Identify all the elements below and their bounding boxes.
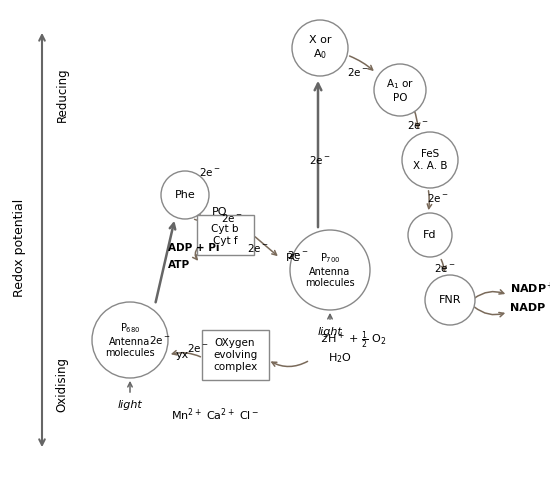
Text: light: light [318, 327, 342, 337]
Text: Phe: Phe [175, 190, 195, 200]
Text: 2e$^-$: 2e$^-$ [149, 334, 171, 346]
Circle shape [92, 302, 168, 378]
Circle shape [408, 213, 452, 257]
Text: Cyt b
Cyt f: Cyt b Cyt f [211, 224, 239, 246]
Text: yx: yx [175, 350, 189, 360]
Circle shape [402, 132, 458, 188]
Text: 2e$^-$: 2e$^-$ [347, 66, 369, 78]
Text: Reducing: Reducing [56, 67, 69, 123]
Text: Mn$^{2+}$ Ca$^{2+}$ Cl$^-$: Mn$^{2+}$ Ca$^{2+}$ Cl$^-$ [171, 407, 259, 423]
Text: ADP + Pi: ADP + Pi [168, 243, 219, 253]
Text: FeS
X. A. B: FeS X. A. B [412, 149, 447, 171]
Text: PQ: PQ [212, 207, 228, 217]
FancyBboxPatch shape [196, 215, 254, 255]
Text: 2e$^-$: 2e$^-$ [309, 154, 331, 166]
Text: 2H$^+$ + $\frac{1}{2}$ O$_2$: 2H$^+$ + $\frac{1}{2}$ O$_2$ [320, 329, 387, 351]
Text: 2e$^-$: 2e$^-$ [434, 262, 456, 274]
Text: 2e$^-$: 2e$^-$ [187, 342, 209, 354]
Text: A$_1$ or
PO: A$_1$ or PO [386, 77, 414, 103]
Text: OXygen
evolving
complex: OXygen evolving complex [213, 338, 257, 372]
Text: 2e$^-$: 2e$^-$ [221, 212, 243, 224]
FancyBboxPatch shape [201, 330, 268, 380]
Text: ATP: ATP [168, 260, 190, 270]
Text: H$_2$O: H$_2$O [328, 351, 352, 365]
Text: FNR: FNR [439, 295, 461, 305]
Text: NADP: NADP [510, 303, 545, 313]
Text: X or
A$_0$: X or A$_0$ [309, 35, 331, 61]
Circle shape [290, 230, 370, 310]
Text: P$_{680}$
Antenna
molecules: P$_{680}$ Antenna molecules [105, 321, 155, 359]
Text: 2e$^-$: 2e$^-$ [427, 192, 449, 204]
Text: Redox potential: Redox potential [14, 199, 26, 297]
Text: 2e$^-$: 2e$^-$ [199, 166, 221, 178]
Circle shape [292, 20, 348, 76]
Text: Oxidising: Oxidising [56, 358, 69, 413]
Circle shape [374, 64, 426, 116]
Text: Fd: Fd [424, 230, 437, 240]
Text: PC: PC [286, 253, 300, 263]
Text: NADP$^+$ + H$^+$: NADP$^+$ + H$^+$ [510, 280, 550, 296]
Text: 2e$^-$: 2e$^-$ [287, 249, 309, 261]
Text: P$_{700}$
Antenna
molecules: P$_{700}$ Antenna molecules [305, 251, 355, 289]
Text: 2e$^-$: 2e$^-$ [247, 242, 269, 254]
Text: 2e$^-$: 2e$^-$ [407, 119, 429, 131]
Circle shape [161, 171, 209, 219]
Circle shape [425, 275, 475, 325]
Text: light: light [118, 400, 142, 410]
